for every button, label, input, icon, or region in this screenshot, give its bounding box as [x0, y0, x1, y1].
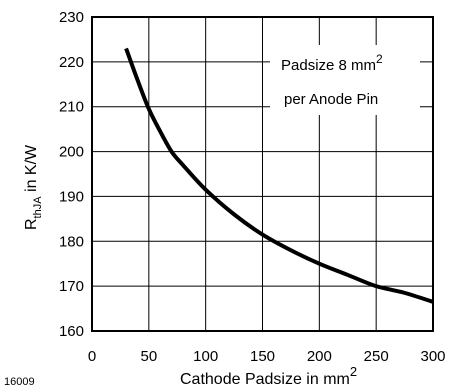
tick-labels: 0 50 100 150 200 250 300 160 170 180 190 200 210 220 2… — [59, 9, 446, 365]
y-tick-label: 200 — [59, 144, 84, 161]
annotation-box — [270, 45, 420, 115]
x-tick-label: 200 — [307, 348, 332, 365]
y-tick-label: 160 — [59, 323, 84, 340]
x-tick-label: 300 — [420, 348, 445, 365]
x-tick-label: 0 — [88, 348, 96, 365]
y-axis-label: RthJA in K/W — [23, 144, 44, 230]
y-tick-label: 190 — [59, 188, 84, 205]
y-tick-label: 170 — [59, 278, 84, 295]
y-tick-label: 180 — [59, 233, 84, 250]
x-axis-label-superscript: 2 — [350, 364, 357, 379]
x-tick-label: 100 — [193, 348, 218, 365]
x-tick-label: 250 — [364, 348, 389, 365]
plot-border — [91, 16, 434, 332]
x-tick-label: 50 — [140, 348, 157, 365]
annotation-line1: Padsize 8 mm2 — [281, 52, 383, 74]
annotation-line2: per Anode Pin — [284, 91, 378, 108]
y-axis-label-subscript: thJA — [32, 196, 44, 219]
x-axis-label: Cathode Padsize in mm2 — [180, 364, 357, 388]
y-tick-label: 210 — [59, 99, 84, 116]
y-tick-label: 230 — [59, 9, 84, 26]
series-group — [124, 47, 434, 304]
series-line — [124, 47, 434, 304]
x-tick-label: 150 — [250, 348, 275, 365]
y-tick-label: 220 — [59, 54, 84, 71]
annotation-superscript: 2 — [376, 52, 383, 66]
figure-id: 16009 — [4, 376, 35, 388]
